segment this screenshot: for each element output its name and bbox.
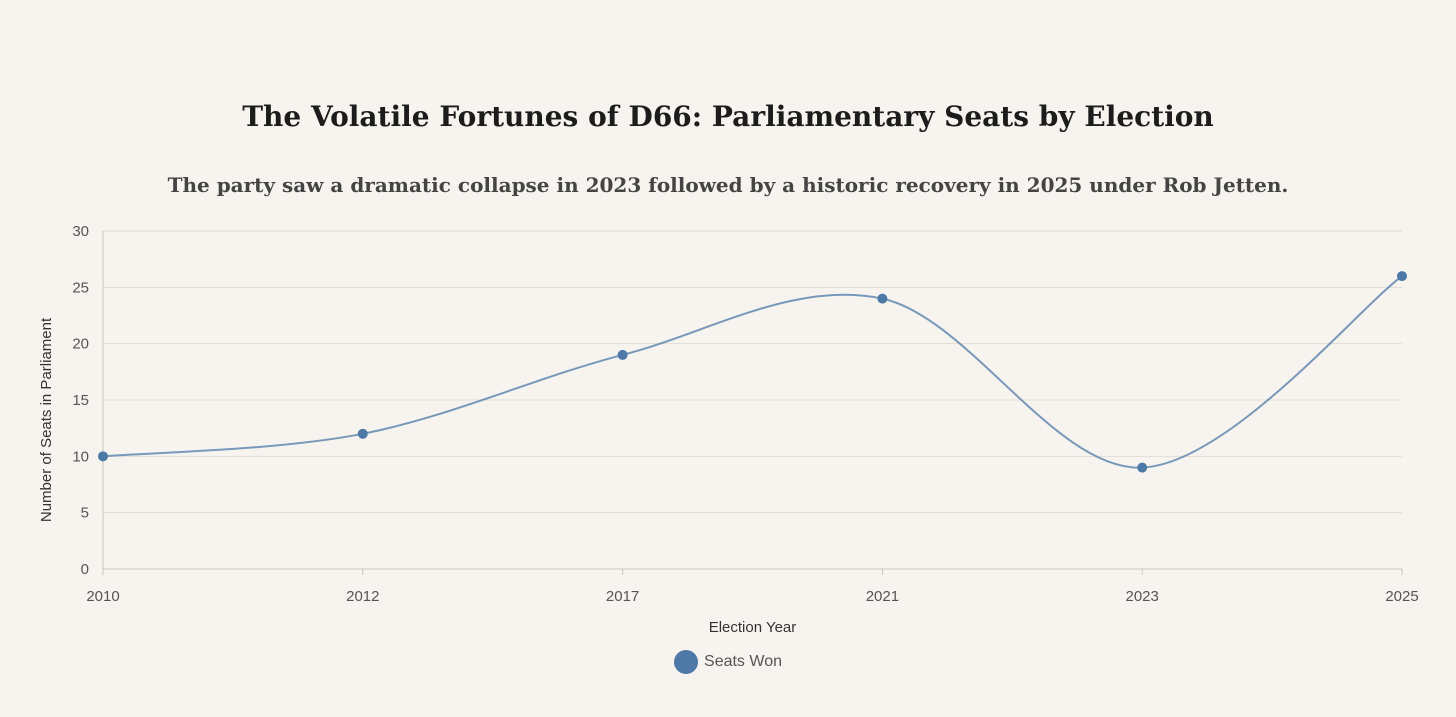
chart-subtitle: The party saw a dramatic collapse in 202… [167,173,1289,197]
legend-label-seats-won: Seats Won [704,653,782,670]
x-tick-label: 2025 [1385,588,1418,605]
y-tick-label: 5 [81,505,89,522]
data-point-2023[interactable] [1137,462,1148,473]
y-tick-label: 25 [72,279,89,296]
data-point-2012[interactable] [357,428,368,439]
axes [102,231,1403,575]
data-point-2021[interactable] [877,293,888,304]
y-tick-label: 30 [72,223,89,240]
gridlines [103,230,1402,514]
data-point-2025[interactable] [1397,271,1407,282]
y-axis-title: Number of Seats in Parliament [38,317,55,522]
data-point-2010[interactable] [98,451,108,462]
chart-title: The Volatile Fortunes of D66: Parliament… [242,100,1214,133]
y-tick-label: 15 [72,392,89,409]
x-tick-label: 2023 [1126,588,1159,605]
series-line-seats-won [102,275,1403,469]
x-tick-label: 2012 [346,588,379,605]
legend-swatch-seats-won [674,650,699,674]
series-points [98,271,1407,473]
data-point-2017[interactable] [617,349,628,360]
legend: Seats Won [0,650,1456,674]
y-tick-label: 10 [72,448,89,465]
y-tick-label: 20 [72,336,89,353]
x-tick-label: 2010 [86,588,119,605]
x-tick-label: 2017 [606,588,639,605]
x-tick-label: 2021 [866,588,899,605]
x-axis-title: Election Year [709,619,797,636]
y-tick-label: 0 [81,561,89,578]
series-line-layer [102,275,1403,469]
